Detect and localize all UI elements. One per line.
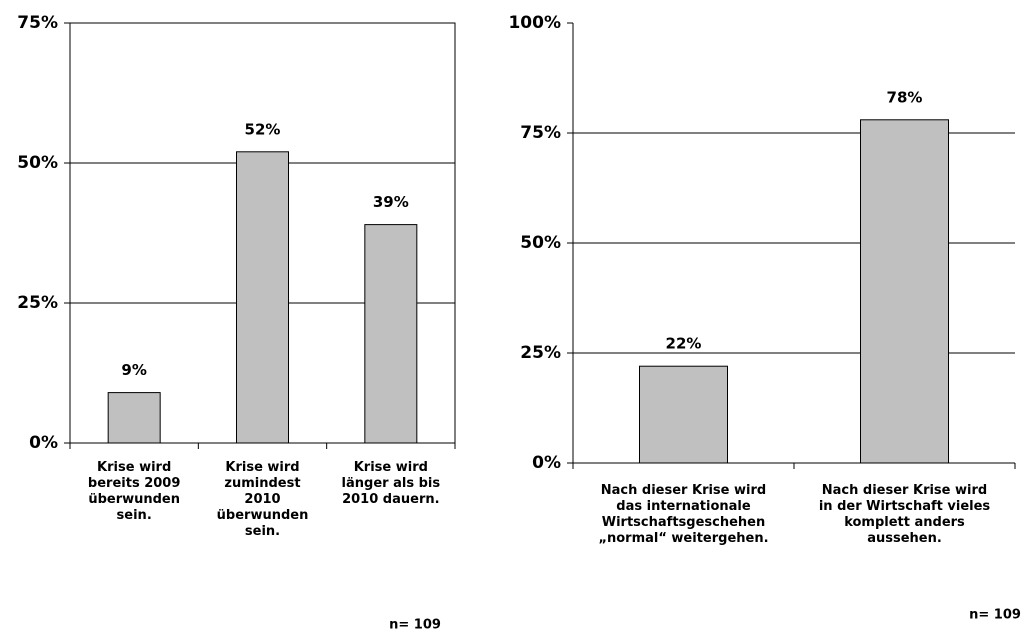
y-tick-label: 25% [17, 293, 58, 313]
y-tick-label: 100% [508, 13, 561, 33]
x-tick-label: Krise wird bereits 2009 überwunden sein. [88, 460, 180, 523]
x-tick-label: Krise wird länger als bis 2010 dauern. [342, 460, 441, 507]
sample-note: n= 109 [389, 618, 441, 633]
sample-note: n= 109 [969, 608, 1021, 623]
value-label: 22% [666, 335, 702, 353]
bar [639, 365, 728, 464]
y-tick-label: 50% [17, 153, 58, 173]
y-tick-label: 75% [520, 123, 561, 143]
x-tick-label: Nach dieser Krise wird in der Wirtschaft … [819, 483, 991, 546]
value-label: 39% [373, 193, 409, 211]
bar [364, 224, 418, 444]
bar [107, 392, 161, 444]
x-tick-label: Nach dieser Krise wird das internationale… [598, 483, 768, 546]
value-label: 9% [121, 361, 146, 379]
x-tick-label: Krise wird zumindest 2010 überwunden sein. [217, 460, 309, 539]
bar [236, 151, 289, 444]
value-label: 78% [887, 88, 923, 106]
y-tick-label: 0% [29, 433, 58, 453]
y-tick-label: 25% [520, 343, 561, 363]
y-tick-label: 0% [532, 453, 561, 473]
y-tick-label: 75% [17, 13, 58, 33]
value-label: 52% [245, 120, 281, 138]
bar [860, 119, 949, 464]
y-tick-label: 50% [520, 233, 561, 253]
